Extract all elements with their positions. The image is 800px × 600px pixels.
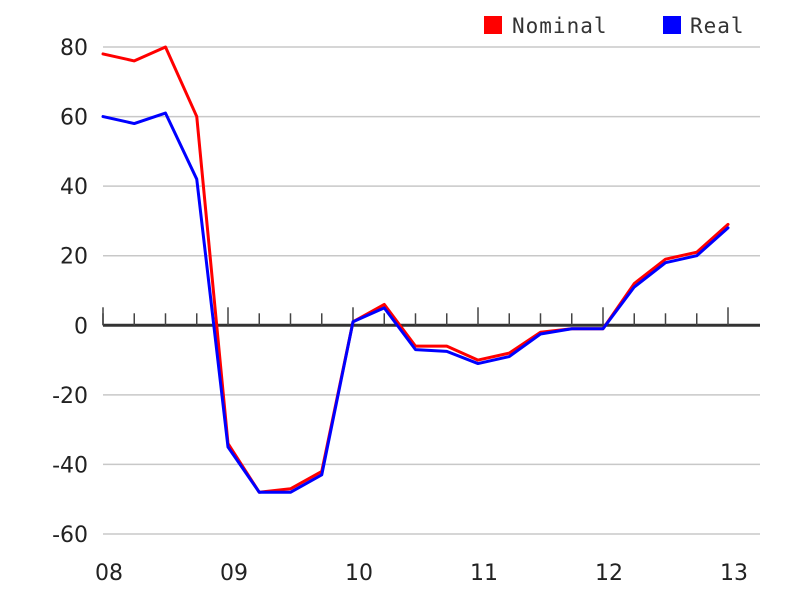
x-tick-label: 13 <box>720 561 748 586</box>
x-tick-label: 08 <box>95 561 123 586</box>
series-line-real <box>101 111 730 494</box>
legend-label-real: Real <box>690 14 745 38</box>
legend-label-nominal: Nominal <box>512 14 608 38</box>
legend-swatch-nominal <box>484 16 502 34</box>
y-tick-label: -60 <box>52 523 88 548</box>
y-tick-label: 60 <box>60 106 88 131</box>
series-lines <box>101 45 730 494</box>
y-tick-label: -20 <box>52 384 88 409</box>
x-axis-labels: 08 09 10 11 12 13 <box>95 561 748 586</box>
y-tick-label: 40 <box>60 175 88 200</box>
x-tick-label: 09 <box>220 561 248 586</box>
x-tick-label: 12 <box>595 561 623 586</box>
zero-axis <box>102 307 760 327</box>
y-axis-labels: 80 60 40 20 0 -20 -40 -60 <box>52 36 88 548</box>
y-tick-label: 80 <box>60 36 88 61</box>
y-tick-label: 0 <box>74 314 88 339</box>
x-tick-label: 11 <box>470 561 498 586</box>
legend: Nominal Real <box>484 14 745 38</box>
y-tick-label: 20 <box>60 245 88 270</box>
y-tick-label: -40 <box>52 453 88 478</box>
legend-swatch-real <box>663 16 681 34</box>
series-line-nominal <box>101 45 730 494</box>
x-tick-label: 10 <box>345 561 373 586</box>
grid-lines <box>102 46 760 535</box>
